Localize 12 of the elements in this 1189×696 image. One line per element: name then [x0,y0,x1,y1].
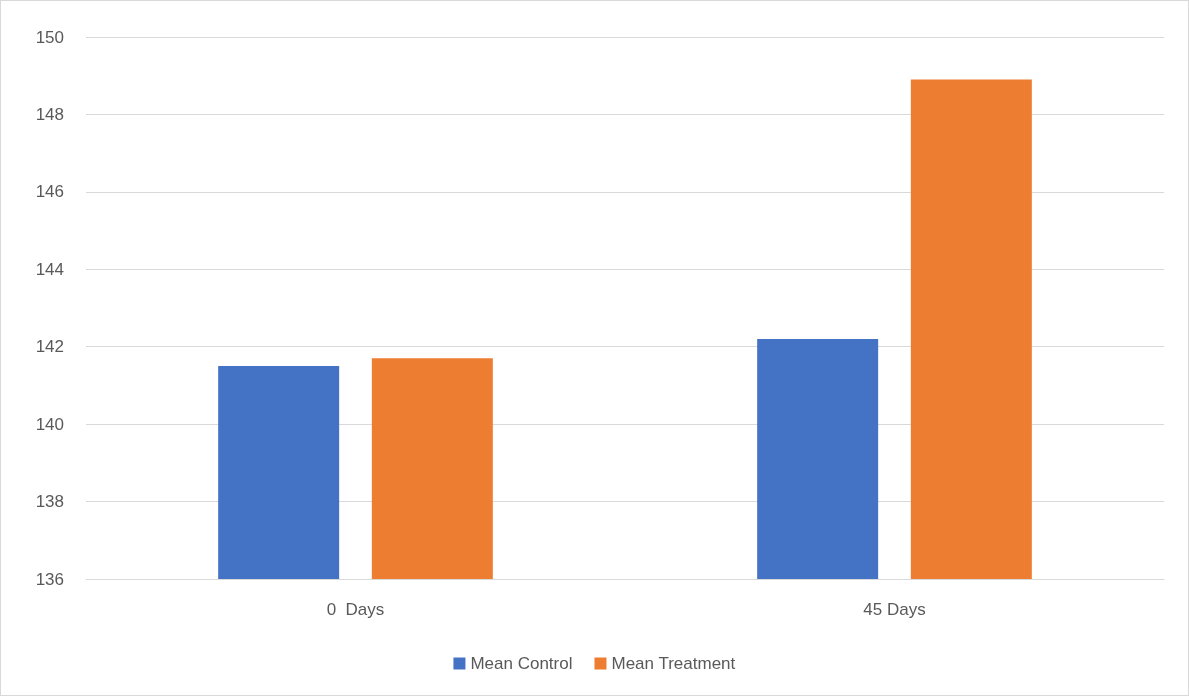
x-tick-label: 45 Days [863,600,926,619]
legend-label: Mean Control [470,654,573,673]
y-tick-label: 148 [35,104,64,124]
legend-label: Mean Treatment [611,654,736,673]
y-tick-label: 146 [35,182,64,202]
y-tick-label: 138 [35,492,64,512]
y-tick-label: 144 [35,259,64,279]
y-tick-label: 140 [35,414,64,434]
y-tick-label: 142 [35,337,64,357]
y-tick-label: 136 [35,569,64,589]
y-tick-label: 150 [35,27,64,47]
x-tick-label: 0 Days [326,600,385,619]
